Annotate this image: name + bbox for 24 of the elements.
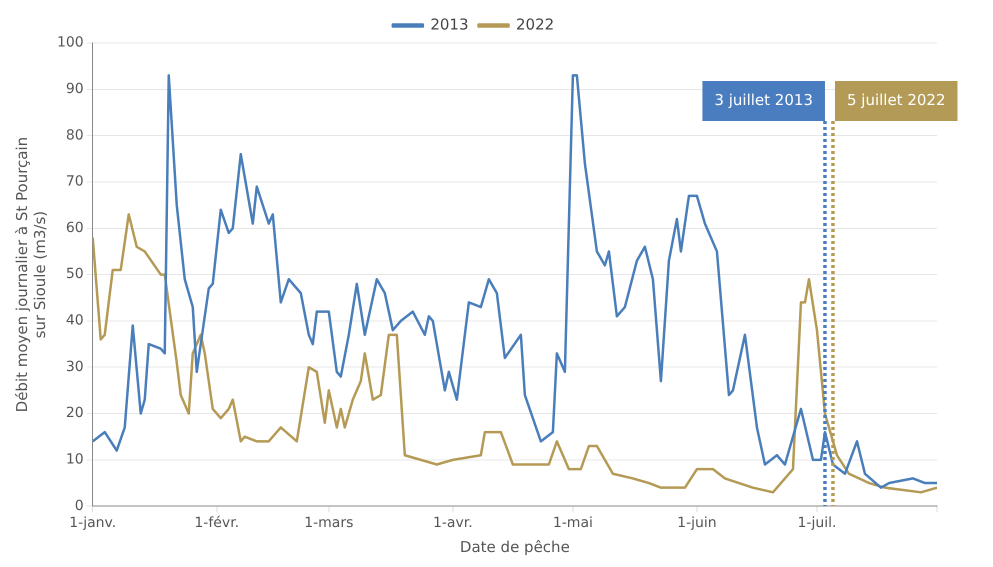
x-tick-label: 1-juil. [797, 515, 836, 532]
y-tick-label: 20 [66, 405, 84, 422]
legend-label: 2013 [430, 15, 469, 34]
ref-line-label: 3 juillet 2013 [714, 90, 813, 109]
ref-line-label: 5 juillet 2022 [846, 90, 946, 109]
y-tick-label: 50 [66, 266, 84, 282]
x-tick-label: 1-mai [552, 515, 593, 532]
x-tick-label: 1-janv. [69, 515, 116, 532]
y-tick-label: 60 [66, 220, 84, 236]
y-tick-label: 40 [66, 312, 84, 329]
y-tick-label: 80 [66, 127, 84, 144]
y-tick-label: 70 [66, 174, 84, 190]
legend-label: 2022 [516, 15, 554, 34]
y-tick-label: 100 [56, 34, 84, 51]
x-tick-label: 1-mars [304, 515, 354, 532]
x-tick-label: 1-juin [677, 515, 717, 532]
y-tick-label: 10 [66, 452, 84, 468]
y-axis-title: Débit moyen journalier à St Pourçain sur Sioule (m3/s) [12, 136, 49, 412]
y-tick-label: 30 [66, 358, 84, 375]
x-axis-title: Date de pêche [460, 538, 570, 556]
y-tick-label: 90 [66, 80, 84, 97]
x-tick-label: 1-févr. [194, 515, 240, 532]
y-tick-label: 0 [74, 498, 84, 514]
x-tick-label: 1-avr. [432, 515, 473, 532]
